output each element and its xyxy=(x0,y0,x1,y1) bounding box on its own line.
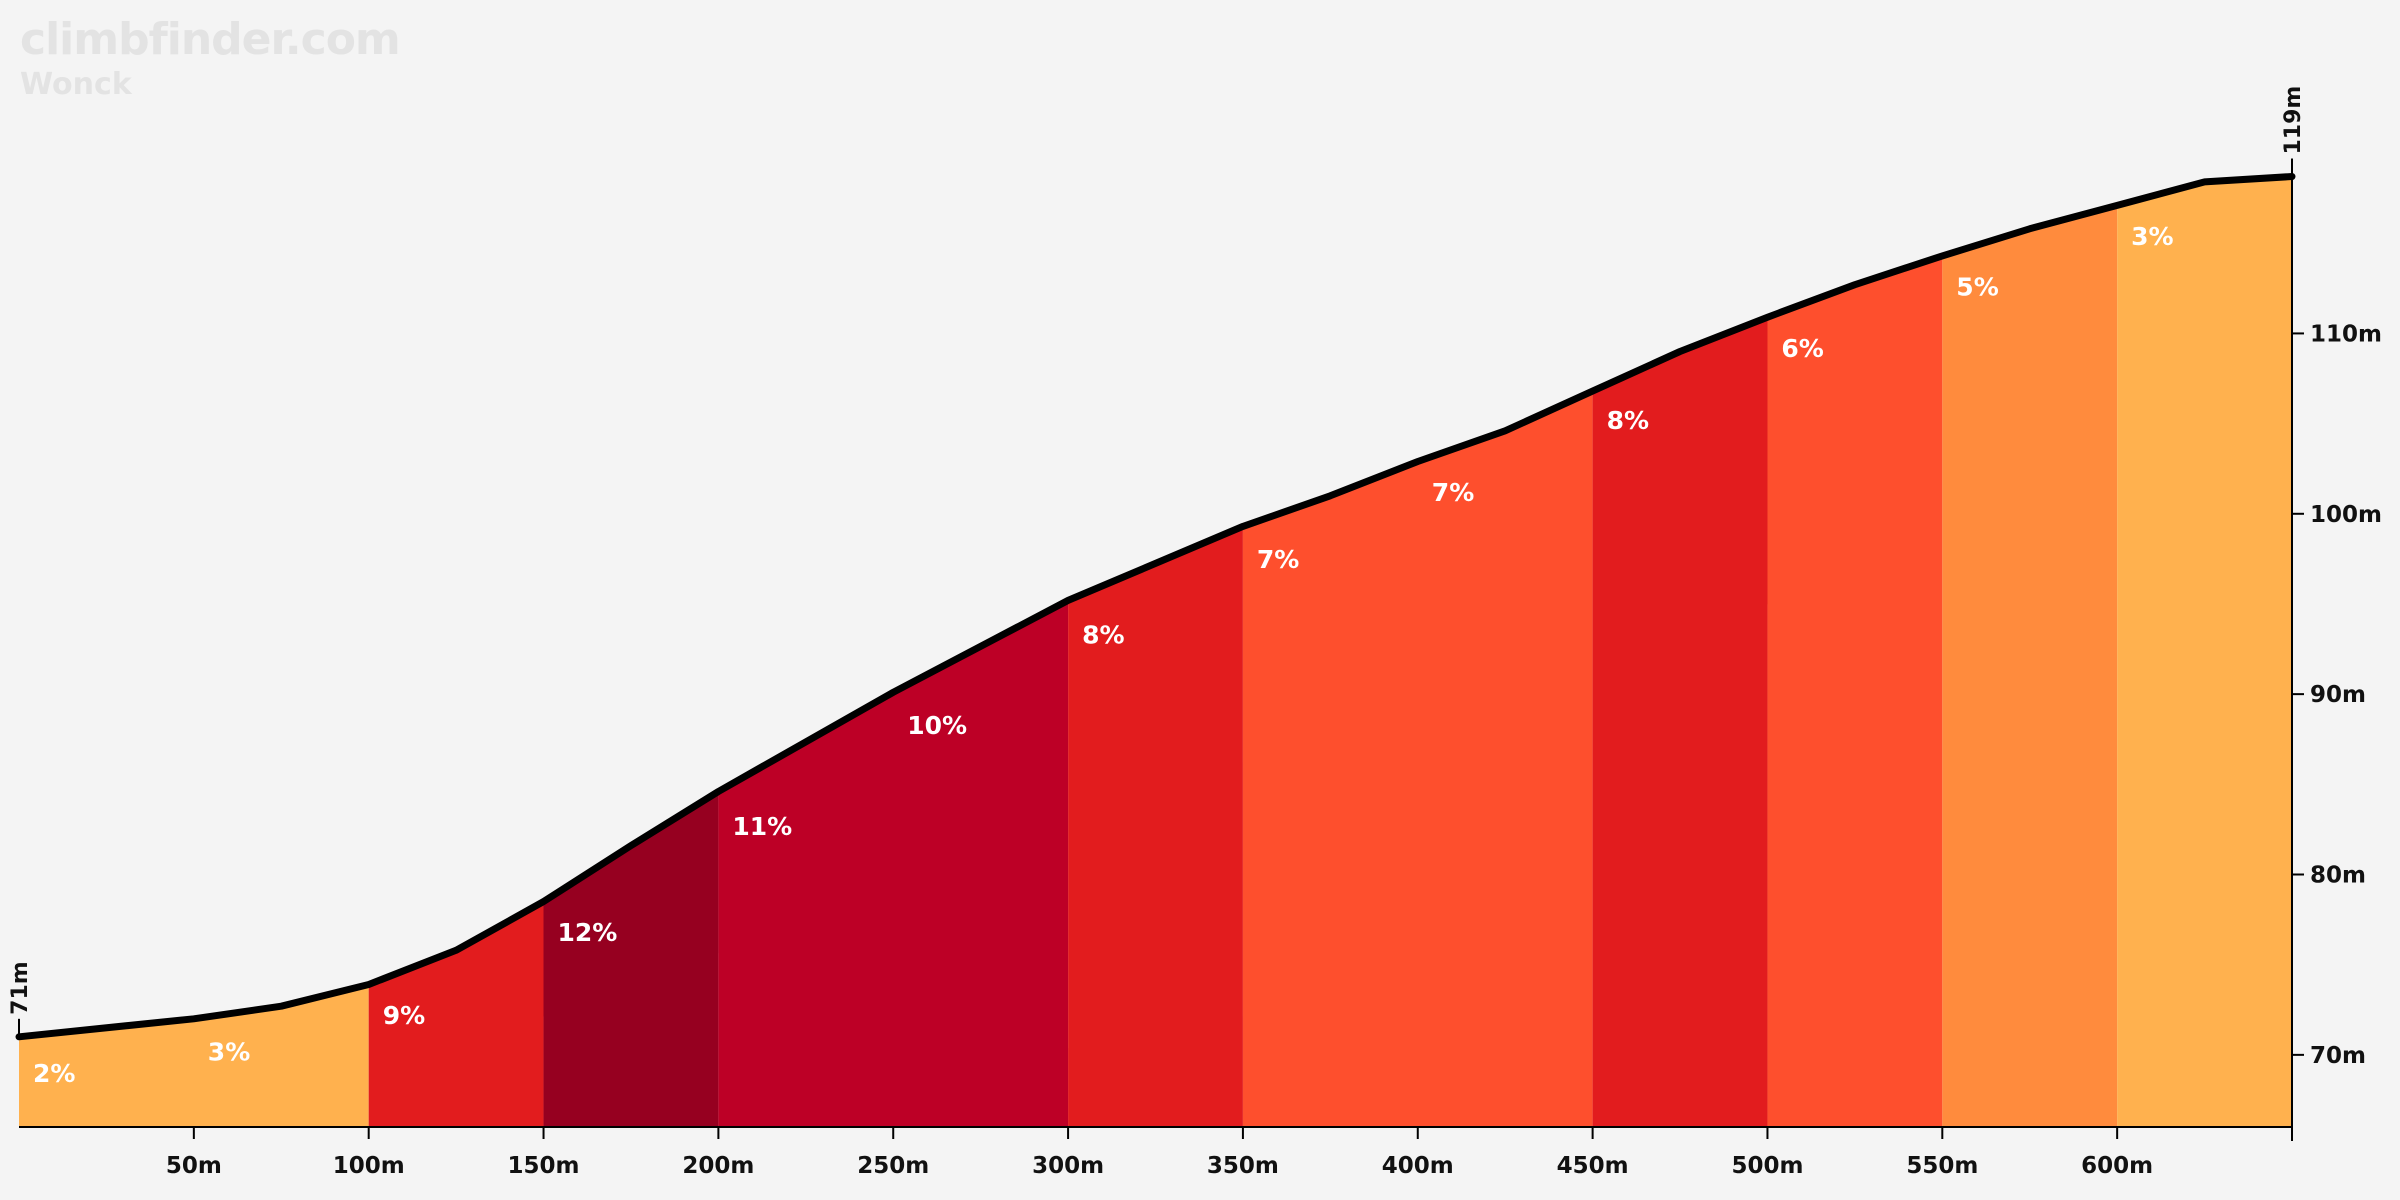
x-tick-label-5: 300m xyxy=(1032,1153,1104,1179)
x-tick-label-10: 550m xyxy=(1906,1153,1978,1179)
x-tick-label-11: 600m xyxy=(2081,1153,2153,1179)
x-tick-label-2: 150m xyxy=(508,1153,580,1179)
gradient-label-8: 7% xyxy=(1432,478,1474,507)
x-tick-label-3: 200m xyxy=(682,1153,754,1179)
gradient-segment-8 xyxy=(1942,205,2118,1127)
y-tick-label-3: 100m xyxy=(2310,502,2382,528)
gradient-label-11: 5% xyxy=(1956,273,1998,302)
gradient-label-5: 10% xyxy=(907,711,967,740)
axes: 50m 100m 150m 200m 250m 300m 350m 400m 450m 500m 5… xyxy=(8,86,2382,1179)
start-elevation-label: 71m xyxy=(8,961,33,1015)
y-tick-label-1: 80m xyxy=(2310,863,2366,889)
x-tick-label-4: 250m xyxy=(857,1153,929,1179)
gradient-label-7: 7% xyxy=(1257,545,1299,574)
gradient-segment-5 xyxy=(1242,391,1593,1128)
gradient-segment-0 xyxy=(19,984,369,1127)
y-tick-label-4: 110m xyxy=(2310,321,2382,347)
gradient-segments xyxy=(19,176,2292,1128)
gradient-segment-6 xyxy=(1592,317,1768,1127)
gradient-label-2: 9% xyxy=(383,1001,425,1030)
gradient-label-10: 6% xyxy=(1781,334,1823,363)
x-tick-label-6: 350m xyxy=(1207,1153,1279,1179)
gradient-segment-3 xyxy=(718,600,1069,1127)
end-elevation-label: 119m xyxy=(2281,86,2306,155)
gradient-label-9: 8% xyxy=(1607,406,1649,435)
y-tick-label-0: 70m xyxy=(2310,1043,2366,1069)
gradient-segment-1 xyxy=(368,901,544,1127)
x-tick-label-9: 500m xyxy=(1731,1153,1803,1179)
x-tick-label-7: 400m xyxy=(1382,1153,1454,1179)
x-tick-label-8: 450m xyxy=(1557,1153,1629,1179)
gradient-label-0: 2% xyxy=(33,1059,75,1088)
brand-watermark: climbfinder.com Wonck xyxy=(20,14,401,102)
y-tick-label-2: 90m xyxy=(2310,682,2366,708)
gradient-label-3: 12% xyxy=(558,918,618,947)
gradient-label-4: 11% xyxy=(732,812,792,841)
gradient-label-6: 8% xyxy=(1082,621,1124,650)
climb-name: Wonck xyxy=(20,67,132,102)
x-tick-label-1: 100m xyxy=(333,1153,405,1179)
brand-site: climbfinder.com xyxy=(20,14,401,65)
gradient-label-12: 3% xyxy=(2131,222,2173,251)
gradient-segment-4 xyxy=(1068,526,1243,1127)
x-tick-label-0: 50m xyxy=(166,1153,222,1179)
elevation-profile-line xyxy=(15,173,2296,1041)
gradient-segment-7 xyxy=(1767,255,1943,1127)
gradient-segment-9 xyxy=(2117,176,2292,1127)
gradient-labels: 2% 3% 9% 12% 11% 10% 8% 7% 7% 8% 6% 5% 3% xyxy=(33,222,2174,1088)
gradient-label-1: 3% xyxy=(208,1037,250,1066)
